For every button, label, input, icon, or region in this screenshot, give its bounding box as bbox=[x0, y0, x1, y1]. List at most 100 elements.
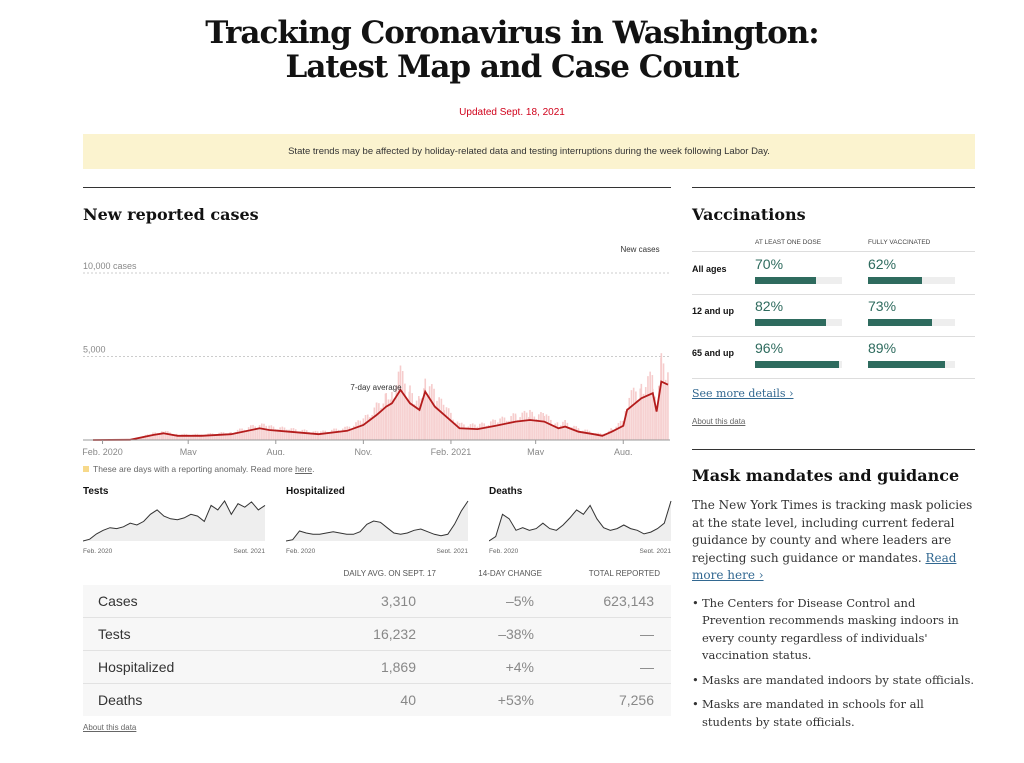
vaccination-row: 12 and up 82% 73% bbox=[692, 294, 975, 337]
small-chart-title: Hospitalized bbox=[286, 486, 345, 497]
vaccinations-title: Vaccinations bbox=[692, 205, 806, 224]
x-start-label: Feb. 2020 bbox=[83, 548, 113, 553]
total: — bbox=[640, 626, 654, 642]
daily-avg: 16,232 bbox=[373, 626, 416, 642]
daily-avg: 3,310 bbox=[380, 593, 416, 609]
header-daily-avg: DAILY AVG. ON SEPT. 17 bbox=[343, 569, 436, 578]
anomaly-note: These are days with a reporting anomaly.… bbox=[83, 464, 314, 474]
x-start-label: Feb. 2020 bbox=[286, 548, 316, 553]
metric: Hospitalized bbox=[98, 659, 175, 675]
metric: Deaths bbox=[98, 692, 143, 708]
one-dose-bar bbox=[755, 361, 842, 368]
daily-avg: 40 bbox=[400, 692, 416, 708]
table-row: Deaths 40 +53% 7,256 bbox=[83, 684, 671, 716]
daily-avg: 1,869 bbox=[380, 659, 416, 675]
vaccination-about-link[interactable]: About this data bbox=[692, 417, 746, 426]
table-row: Tests 16,232 –38% — bbox=[83, 618, 671, 651]
total: — bbox=[640, 659, 654, 675]
age-group: 65 and up bbox=[692, 348, 735, 358]
y-tick-label: 5,000 bbox=[83, 345, 106, 355]
small-chart-area bbox=[83, 501, 265, 541]
small-chart-line bbox=[286, 500, 469, 542]
x-start-label: Feb. 2020 bbox=[489, 548, 519, 553]
x-tick-label: May bbox=[180, 447, 198, 455]
title-line-1: Tracking Coronavirus in Washington: bbox=[205, 15, 820, 51]
x-end-label: Sept. 2021 bbox=[234, 548, 266, 553]
one-dose-pct: 82% bbox=[755, 298, 784, 314]
table-row: Cases 3,310 –5% 623,143 bbox=[83, 585, 671, 618]
small-chart-title: Deaths bbox=[489, 486, 523, 497]
fully-bar bbox=[868, 361, 955, 368]
summary-table: Cases 3,310 –5% 623,143 Tests 16,232 –38% — Hosp… bbox=[83, 585, 671, 716]
small-chart-area bbox=[489, 501, 671, 541]
table-headers: DAILY AVG. ON SEPT. 17 14-DAY CHANGE TOTAL… bbox=[83, 569, 671, 578]
mask-bullet: Masks are mandated in schools for all st… bbox=[692, 696, 977, 731]
notice-banner: State trends may be affected by holiday-… bbox=[83, 134, 975, 169]
divider bbox=[692, 251, 975, 252]
divider bbox=[83, 187, 671, 188]
masks-title: Mask mandates and guidance bbox=[692, 466, 960, 485]
one-dose-pct: 96% bbox=[755, 340, 784, 356]
seven-day-average-line bbox=[92, 380, 669, 441]
cases-chart: 10,000 cases 5,000 Feb. 2020 May Aug. Nov. Feb… bbox=[82, 245, 670, 455]
mask-bullet: The Centers for Disease Control and Prev… bbox=[692, 595, 977, 665]
one-dose-bar bbox=[755, 277, 842, 284]
page-title: Tracking Coronavirus in Washington: Lates… bbox=[0, 16, 1024, 84]
total: 623,143 bbox=[603, 593, 654, 609]
x-tick-label: Feb. 2021 bbox=[431, 447, 472, 455]
hospitalized-chart: Hospitalized Feb. 2020 Sept. 2021 bbox=[286, 486, 469, 553]
fully-pct: 73% bbox=[868, 298, 897, 314]
mask-intro: The New York Times is tracking mask poli… bbox=[692, 498, 973, 565]
mask-section: The New York Times is tracking mask poli… bbox=[692, 497, 977, 738]
total: 7,256 bbox=[618, 692, 654, 708]
see-more-details-link[interactable]: See more details › bbox=[692, 387, 794, 400]
y-tick-label: 10,000 cases bbox=[83, 261, 137, 271]
tests-chart: Tests Feb. 2020 Sept. 2021 bbox=[83, 486, 266, 553]
x-end-label: Sept. 2021 bbox=[437, 548, 469, 553]
change: –5% bbox=[505, 593, 534, 609]
metric: Tests bbox=[98, 626, 131, 642]
about-data-link[interactable]: About this data bbox=[83, 723, 137, 732]
x-tick-label: Nov. bbox=[354, 447, 372, 455]
age-group: All ages bbox=[692, 264, 727, 274]
anomaly-link[interactable]: here bbox=[295, 464, 313, 474]
updated-date: Updated Sept. 18, 2021 bbox=[459, 107, 565, 118]
new-cases-annotation: New cases bbox=[620, 245, 659, 254]
anomaly-text: These are days with a reporting anomaly.… bbox=[93, 464, 296, 474]
fully-pct: 89% bbox=[868, 340, 897, 356]
metric: Cases bbox=[98, 593, 138, 609]
table-row: Hospitalized 1,869 +4% — bbox=[83, 651, 671, 684]
divider bbox=[692, 449, 975, 450]
header-change: 14-DAY CHANGE bbox=[478, 569, 542, 578]
read-more-link[interactable]: Read more here › bbox=[692, 550, 957, 583]
cases-title: New reported cases bbox=[83, 205, 259, 224]
change: –38% bbox=[498, 626, 534, 642]
small-chart-line bbox=[489, 500, 672, 542]
x-tick-label: Aug. bbox=[614, 447, 633, 455]
title-line-2: Latest Map and Case Count bbox=[285, 49, 740, 85]
anomaly-end: . bbox=[312, 464, 315, 474]
col-one-dose: AT LEAST ONE DOSE bbox=[755, 239, 822, 246]
x-end-label: Sept. 2021 bbox=[640, 548, 672, 553]
change: +4% bbox=[505, 659, 534, 675]
avg-annotation: 7-day average bbox=[350, 383, 402, 392]
small-chart-title: Tests bbox=[83, 486, 109, 497]
anomaly-swatch bbox=[83, 466, 89, 472]
small-chart-area bbox=[286, 501, 468, 541]
small-chart-line bbox=[83, 500, 266, 542]
x-tick-label: Aug. bbox=[267, 447, 286, 455]
one-dose-pct: 70% bbox=[755, 256, 784, 272]
change: +53% bbox=[497, 692, 534, 708]
fully-bar bbox=[868, 319, 955, 326]
age-group: 12 and up bbox=[692, 306, 735, 316]
header-total: TOTAL REPORTED bbox=[588, 569, 660, 578]
fully-bar bbox=[868, 277, 955, 284]
mask-bullet: Masks are mandated indoors by state offi… bbox=[692, 672, 977, 690]
one-dose-bar bbox=[755, 319, 842, 326]
vaccination-row: All ages 70% 62% bbox=[692, 252, 975, 295]
vaccination-row: 65 and up 96% 89% bbox=[692, 336, 975, 379]
divider bbox=[692, 187, 975, 188]
average-area bbox=[93, 381, 668, 440]
fully-pct: 62% bbox=[868, 256, 897, 272]
